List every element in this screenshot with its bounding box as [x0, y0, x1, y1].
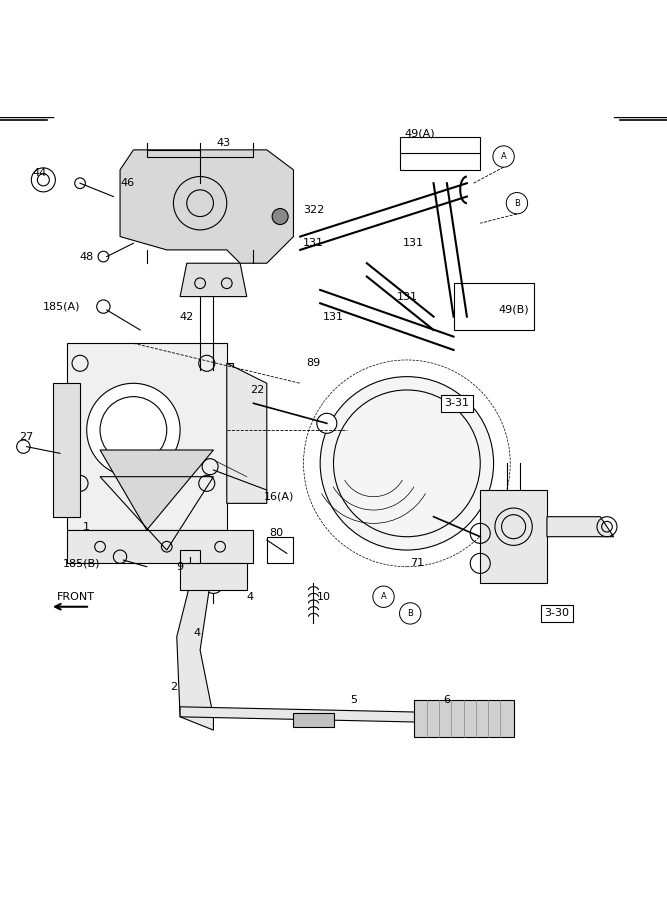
- Polygon shape: [414, 700, 514, 737]
- Circle shape: [317, 413, 337, 433]
- Text: 27: 27: [19, 432, 34, 442]
- Text: 46: 46: [120, 178, 134, 188]
- Text: 22: 22: [249, 385, 264, 395]
- Text: 49(B): 49(B): [498, 305, 529, 315]
- Text: 185(A): 185(A): [43, 302, 80, 311]
- Text: 131: 131: [303, 238, 324, 248]
- Polygon shape: [547, 517, 614, 536]
- Text: 131: 131: [396, 292, 418, 302]
- Text: 16(A): 16(A): [263, 491, 294, 501]
- Text: 185(B): 185(B): [63, 558, 100, 569]
- Text: B: B: [408, 609, 413, 618]
- Polygon shape: [120, 149, 293, 263]
- Polygon shape: [67, 530, 253, 563]
- Circle shape: [100, 397, 167, 464]
- Circle shape: [87, 383, 180, 477]
- Polygon shape: [227, 364, 267, 503]
- Text: 44: 44: [33, 168, 47, 178]
- Circle shape: [272, 209, 288, 225]
- Polygon shape: [177, 580, 213, 730]
- Polygon shape: [293, 714, 334, 727]
- Text: 3-30: 3-30: [544, 608, 570, 618]
- Text: 2: 2: [170, 682, 177, 692]
- Text: 80: 80: [269, 528, 284, 538]
- Text: 131: 131: [323, 311, 344, 321]
- Text: A: A: [501, 152, 506, 161]
- Text: B: B: [514, 199, 520, 208]
- Text: A: A: [381, 592, 386, 601]
- Polygon shape: [180, 364, 233, 383]
- Text: 322: 322: [303, 205, 325, 215]
- Text: 48: 48: [79, 252, 93, 262]
- Text: 9: 9: [177, 562, 183, 572]
- Text: 6: 6: [444, 695, 450, 705]
- Polygon shape: [67, 343, 227, 530]
- Polygon shape: [180, 263, 247, 297]
- Polygon shape: [100, 450, 213, 530]
- Text: 71: 71: [410, 558, 424, 569]
- Polygon shape: [180, 706, 480, 724]
- Circle shape: [320, 376, 494, 550]
- Text: 4: 4: [193, 628, 200, 638]
- Text: 3-31: 3-31: [444, 399, 470, 409]
- Text: 5: 5: [350, 695, 357, 705]
- Text: 1: 1: [83, 522, 90, 532]
- Text: 43: 43: [216, 139, 231, 148]
- Text: FRONT: FRONT: [57, 591, 95, 602]
- Text: 89: 89: [306, 358, 321, 368]
- Text: 10: 10: [317, 591, 330, 602]
- Polygon shape: [180, 550, 200, 563]
- Text: 49(A): 49(A): [405, 128, 436, 139]
- Polygon shape: [480, 490, 547, 583]
- Text: 131: 131: [403, 238, 424, 248]
- Text: 42: 42: [179, 311, 194, 321]
- Polygon shape: [53, 383, 80, 517]
- Text: 4: 4: [247, 591, 253, 602]
- Polygon shape: [180, 563, 247, 590]
